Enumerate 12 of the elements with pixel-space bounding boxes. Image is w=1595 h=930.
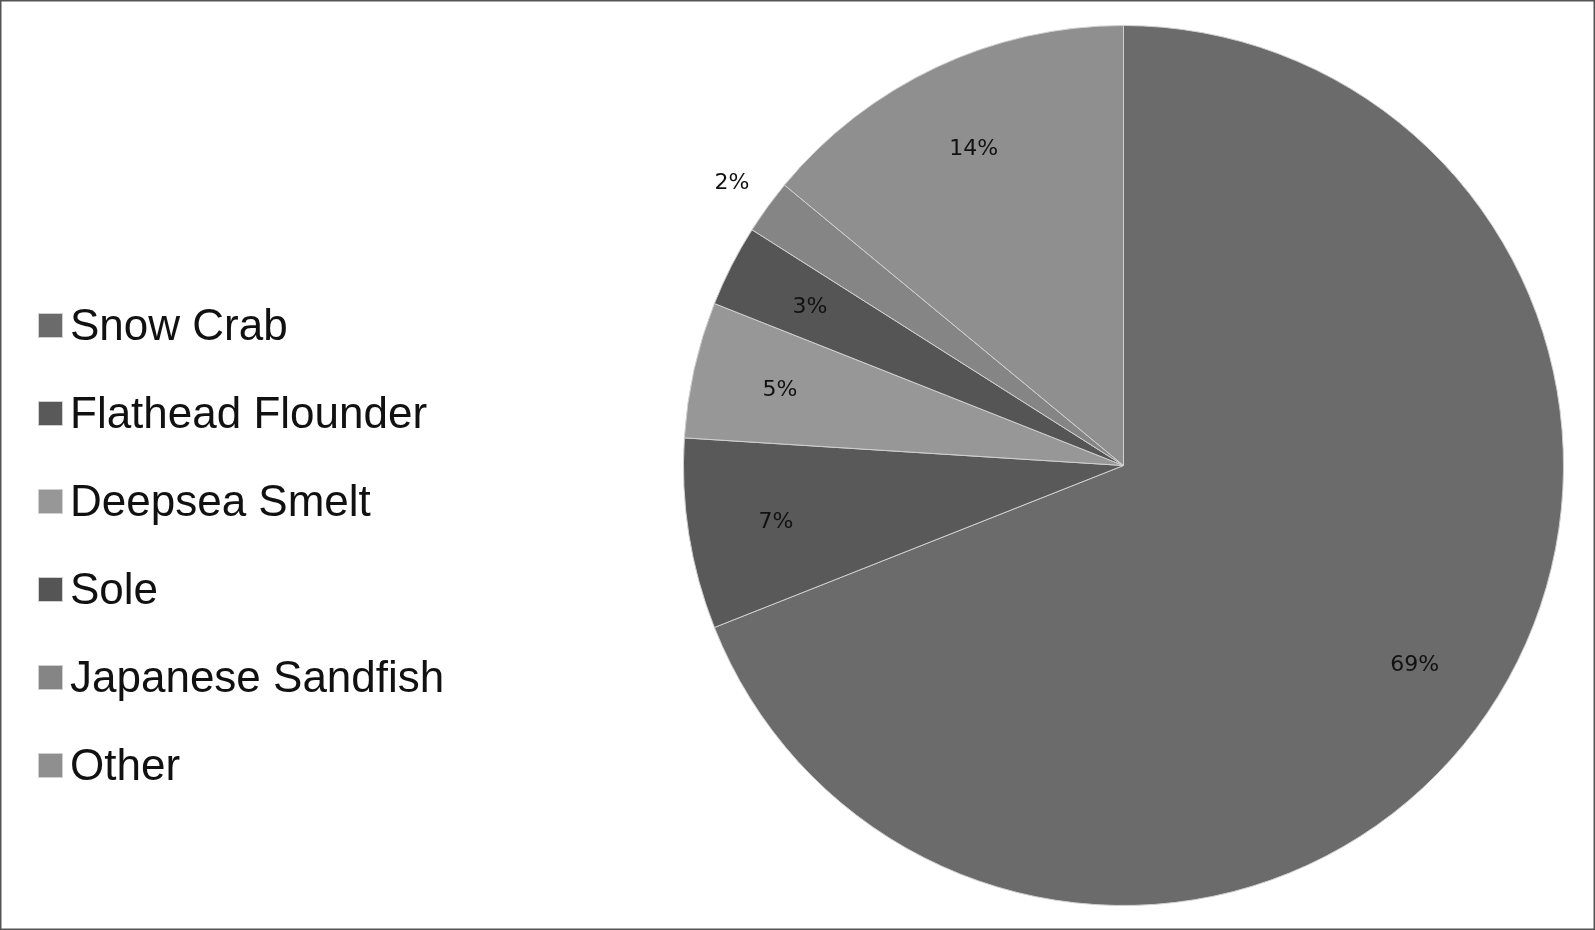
data-label: 5% xyxy=(762,376,798,402)
legend-label: Other xyxy=(70,740,181,790)
data-label: 14% xyxy=(949,134,999,160)
legend-label: Sole xyxy=(70,564,159,614)
legend-label: Deepsea Smelt xyxy=(70,476,371,526)
legend-label: Snow Crab xyxy=(70,300,288,350)
legend-label: Japanese Sandfish xyxy=(70,652,445,702)
data-label: 3% xyxy=(792,293,828,319)
data-label: 69% xyxy=(1390,650,1440,676)
data-label: 2% xyxy=(714,168,750,194)
data-label: 7% xyxy=(758,508,794,534)
legend-label: Flathead Flounder xyxy=(70,388,428,438)
